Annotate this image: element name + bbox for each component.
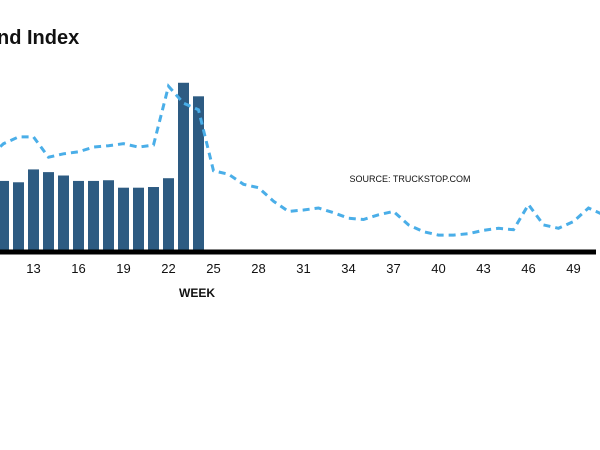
bar — [0, 180, 9, 252]
x-axis-ticks: 1316192225283134374043464952 — [26, 261, 580, 276]
x-tick-label: 37 — [386, 261, 400, 276]
x-tick-label: 40 — [431, 261, 445, 276]
x-axis-label: WEEK — [179, 286, 215, 300]
bar — [163, 178, 174, 252]
bar — [133, 187, 144, 252]
x-tick-label: 13 — [26, 261, 40, 276]
x-tick-label: 25 — [206, 261, 220, 276]
bar — [148, 187, 159, 252]
bar — [28, 169, 39, 252]
bar — [103, 180, 114, 252]
bar — [118, 187, 129, 252]
bar-series — [0, 82, 204, 253]
chart-title: nd Index — [0, 27, 79, 49]
x-tick-label: 16 — [71, 261, 85, 276]
bar — [58, 175, 69, 252]
bar — [13, 182, 24, 252]
source-note: SOURCE: TRUCKSTOP.COM — [349, 174, 470, 184]
x-tick-label: 22 — [161, 261, 175, 276]
bar — [88, 180, 99, 252]
x-tick-label: 28 — [251, 261, 265, 276]
x-tick-label: 34 — [341, 261, 355, 276]
dashed-line-series — [0, 83, 600, 237]
x-tick-label: 19 — [116, 261, 130, 276]
bar — [193, 96, 204, 252]
bar — [43, 172, 54, 252]
bar — [73, 180, 84, 252]
x-tick-label: 49 — [566, 261, 580, 276]
bar — [178, 82, 189, 253]
x-tick-label: 43 — [476, 261, 490, 276]
x-tick-label: 46 — [521, 261, 535, 276]
x-tick-label: 31 — [296, 261, 310, 276]
